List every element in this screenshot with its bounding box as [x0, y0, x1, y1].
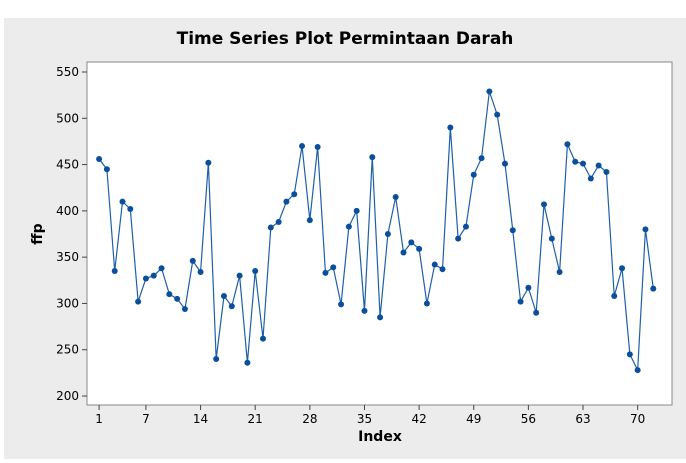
x-tick-label: 63 — [575, 412, 590, 426]
point — [439, 266, 446, 273]
point — [611, 293, 618, 300]
point — [158, 265, 165, 272]
x-tick-label: 70 — [630, 412, 645, 426]
y-tick-label: 300 — [56, 296, 79, 310]
point — [330, 264, 337, 271]
y-tick-label: 200 — [56, 389, 79, 403]
point — [260, 335, 267, 342]
point — [220, 293, 227, 300]
point — [213, 355, 220, 362]
point — [533, 309, 540, 316]
point — [525, 284, 532, 291]
y-tick-label: 250 — [56, 343, 79, 357]
point — [181, 305, 188, 312]
point — [275, 218, 282, 225]
x-tick-label: 14 — [193, 412, 208, 426]
point — [455, 235, 462, 242]
point — [478, 155, 485, 162]
point — [135, 298, 142, 305]
point — [580, 160, 587, 167]
point — [299, 143, 306, 150]
point — [345, 223, 352, 230]
point — [595, 162, 602, 169]
point — [306, 217, 313, 224]
x-tick-label: 49 — [466, 412, 481, 426]
y-tick-label: 350 — [56, 250, 79, 264]
point — [103, 166, 110, 173]
point — [377, 314, 384, 321]
point — [564, 141, 571, 148]
point — [619, 265, 626, 272]
point — [283, 198, 290, 205]
point — [338, 301, 345, 308]
point — [431, 261, 438, 268]
point — [572, 158, 579, 165]
point — [509, 227, 516, 234]
y-axis-label: ffp — [30, 223, 46, 244]
point — [244, 359, 251, 366]
point — [361, 307, 368, 314]
point — [314, 143, 321, 150]
point — [634, 367, 641, 374]
point — [150, 272, 157, 279]
point — [205, 159, 212, 166]
x-axis-label: Index — [358, 429, 402, 445]
point — [96, 156, 103, 163]
point — [494, 111, 501, 118]
point — [650, 285, 657, 292]
y-tick-label: 400 — [56, 204, 79, 218]
point — [642, 226, 649, 233]
point — [462, 223, 469, 230]
plot-area — [86, 61, 673, 406]
point — [408, 239, 415, 246]
y-tick-label: 550 — [56, 65, 79, 79]
x-tick-label: 7 — [142, 412, 150, 426]
point — [353, 207, 360, 214]
point — [548, 235, 555, 242]
point — [556, 268, 563, 275]
point — [400, 249, 407, 256]
point — [369, 154, 376, 161]
point — [142, 275, 149, 282]
x-tick-label: 42 — [411, 412, 426, 426]
point — [174, 295, 181, 302]
x-tick-label: 35 — [357, 412, 372, 426]
point — [517, 298, 524, 305]
point — [540, 201, 547, 208]
y-tick-label: 450 — [56, 158, 79, 172]
point — [392, 193, 399, 200]
point — [267, 224, 274, 231]
point — [111, 268, 118, 275]
point — [447, 124, 454, 131]
point — [166, 291, 173, 298]
point — [322, 269, 329, 276]
point — [603, 168, 610, 175]
chart-title: Time Series Plot Permintaan Darah — [177, 29, 514, 49]
point — [127, 206, 134, 213]
y-tick-label: 500 — [56, 111, 79, 125]
point — [197, 268, 204, 275]
point — [384, 231, 391, 238]
point — [252, 268, 259, 275]
point — [189, 257, 196, 264]
x-tick-label: 21 — [248, 412, 263, 426]
point — [423, 300, 430, 307]
point — [626, 351, 633, 358]
x-tick-label: 56 — [521, 412, 536, 426]
x-tick-label: 28 — [302, 412, 317, 426]
point — [486, 88, 493, 95]
point — [228, 303, 235, 310]
point — [587, 175, 594, 182]
point — [291, 191, 298, 198]
point — [501, 160, 508, 167]
x-tick-label: 1 — [95, 412, 103, 426]
point — [470, 171, 477, 178]
point — [236, 272, 243, 279]
point — [119, 198, 126, 205]
series-line — [98, 91, 654, 373]
point — [416, 245, 423, 252]
